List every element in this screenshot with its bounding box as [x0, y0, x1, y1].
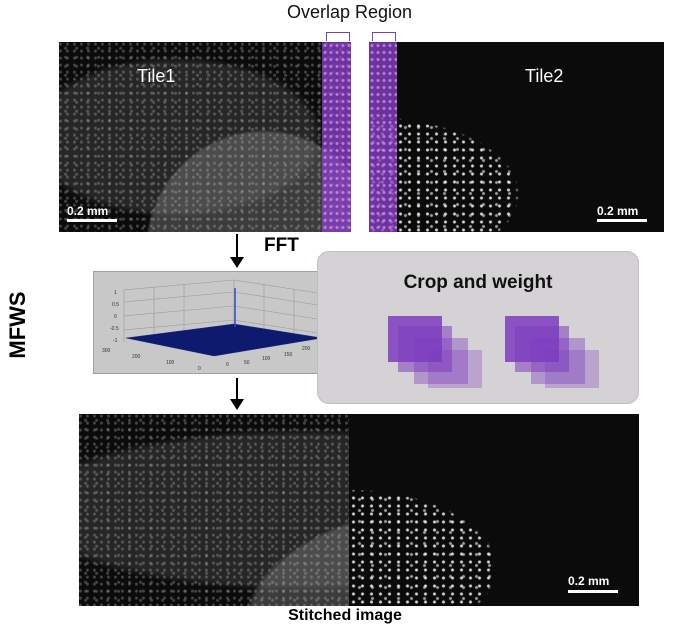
- crop-and-weight-panel: Crop and weight: [317, 251, 639, 404]
- tile2-image: Tile2 0.2 mm: [369, 42, 664, 232]
- tile2-label: Tile2: [525, 66, 564, 86]
- fft-x-tick: 300: [102, 348, 111, 354]
- fft-z-tick: 0.5: [112, 302, 119, 308]
- arrow-shaft-2: [236, 378, 238, 400]
- tile1-image: Tile1 0.2 mm: [59, 42, 351, 232]
- tile2-cell-cluster: [369, 42, 664, 232]
- weight-square-left-4: [428, 350, 482, 388]
- weight-square-right-3: [531, 338, 585, 384]
- stitched-scale-bar-label: 0.2 mm: [568, 574, 610, 588]
- tile1-scale-bar: [67, 219, 117, 222]
- fft-x-tick: 200: [132, 354, 141, 360]
- arrow-shaft-1: [236, 234, 238, 258]
- tile2-scale-bar: [597, 219, 647, 222]
- fft-surface: [125, 323, 323, 357]
- stitched-cell-cluster: [349, 414, 639, 606]
- tile2-scale-bar-label: 0.2 mm: [597, 204, 639, 218]
- overlap-region-label: Overlap Region: [287, 2, 413, 22]
- stitched-image: 0.2 mm: [79, 414, 639, 606]
- weight-square-right-2: [515, 326, 569, 372]
- stitched-image-caption: Stitched image: [288, 607, 402, 624]
- fft-z-tick: 0: [114, 314, 117, 320]
- tile2-overlap-strip: [369, 42, 397, 232]
- fft-z-tick: -1: [113, 338, 118, 344]
- fft-surface-svg: 1 0.5 0 -0.5 -1 300 200 100 0 0 50 100 1…: [102, 279, 329, 372]
- fft-z-tick: 1: [114, 290, 117, 296]
- weight-square-left-3: [414, 338, 468, 384]
- fft-label: FFT: [264, 235, 299, 256]
- fft-y-tick: 100: [262, 356, 271, 362]
- weight-square-right-4: [545, 350, 599, 388]
- weight-square-left-2: [398, 326, 452, 372]
- overlap-bracket-right: [372, 32, 396, 41]
- fft-z-tick: -0.5: [110, 326, 119, 332]
- arrow-head-2: [230, 399, 244, 410]
- fft-plot: 1 0.5 0 -0.5 -1 300 200 100 0 0 50 100 1…: [93, 271, 340, 374]
- arrow-head-1: [230, 257, 244, 268]
- tile1-scale-bar-label: 0.2 mm: [67, 204, 109, 218]
- overlap-bracket-left: [326, 32, 350, 41]
- fft-y-tick: 150: [284, 352, 293, 358]
- stitched-scale-bar: [568, 590, 618, 593]
- tile1-overlap-strip: [322, 42, 351, 232]
- fft-y-tick: 200: [302, 346, 311, 352]
- crop-and-weight-title: Crop and weight: [403, 272, 553, 293]
- fft-x-tick: 100: [166, 360, 175, 366]
- fft-x-tick: 0: [198, 366, 201, 372]
- method-label: MFWS: [5, 291, 30, 359]
- tile1-label: Tile1: [137, 66, 176, 86]
- fft-y-tick: 50: [244, 360, 250, 366]
- fft-y-tick: 0: [226, 362, 229, 368]
